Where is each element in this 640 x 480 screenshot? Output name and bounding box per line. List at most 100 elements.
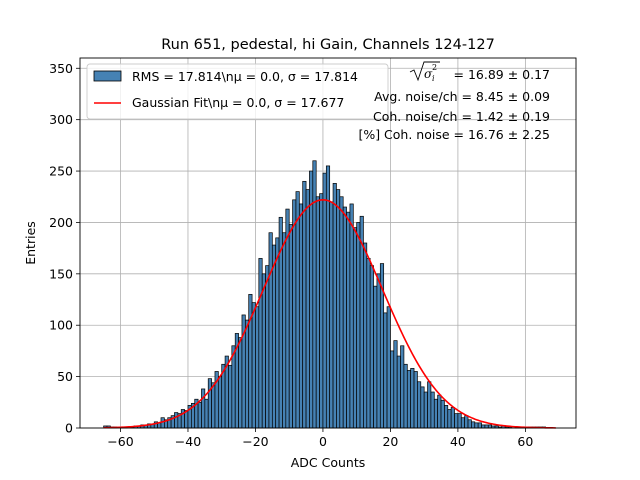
histogram-bar (356, 222, 361, 429)
x-axis-ticks: −60 −40 −20 0 20 40 60 (107, 428, 533, 449)
histogram-bar (477, 422, 482, 429)
histogram-bar (325, 165, 331, 429)
histogram-bar (440, 399, 445, 429)
histogram-bar (427, 381, 432, 429)
histogram-bar (396, 355, 401, 429)
x-tick-label: −40 (175, 434, 201, 449)
y-tick-label: 100 (49, 318, 73, 333)
legend-label-fit: Gaussian Fit\nμ = 0.0, σ = 17.677 (132, 95, 344, 110)
histogram-bar (352, 227, 358, 429)
annotation-coh-noise: Coh. noise/ch = 1.42 ± 0.19 (373, 109, 550, 124)
histogram-bar (390, 350, 395, 429)
histogram-bar (430, 391, 435, 429)
histogram-bar (211, 382, 216, 429)
histogram-bar (450, 407, 455, 429)
histogram-bar (248, 294, 253, 429)
histogram-bar (288, 224, 293, 429)
histogram-bar (275, 237, 280, 429)
histogram-bar (217, 376, 223, 429)
histogram-bar (366, 258, 371, 429)
histogram-bar (339, 196, 344, 429)
histogram-bar (258, 258, 263, 429)
histogram-bar (349, 203, 354, 429)
histogram-bar (423, 391, 428, 429)
x-tick-label: 20 (382, 434, 398, 449)
histogram-bar (400, 345, 405, 429)
y-axis-label: Entries (23, 221, 38, 265)
histogram-bar (406, 370, 412, 429)
histogram-bar (393, 340, 398, 429)
histogram-bar (474, 422, 479, 429)
histogram-bar (228, 364, 233, 429)
histogram-bar (201, 388, 206, 429)
gaussian-fit-line (103, 199, 556, 429)
histogram-bar (322, 172, 327, 429)
y-tick-label: 0 (65, 421, 73, 436)
histogram-bar (255, 306, 260, 429)
histogram-bar (271, 244, 277, 429)
histogram-bar (238, 337, 243, 429)
histogram-bar (251, 302, 256, 429)
sigma-i-subscript: i (432, 74, 435, 83)
y-tick-label: 350 (49, 61, 73, 76)
chart-title: Run 651, pedestal, hi Gain, Channels 124… (161, 37, 495, 53)
y-tick-label: 200 (49, 215, 73, 230)
histogram-bar (319, 193, 324, 429)
histogram-bar (342, 206, 347, 429)
histogram-bar (487, 424, 492, 429)
histogram-bar (346, 211, 351, 429)
histogram-bar (302, 180, 307, 429)
histogram-bar (471, 421, 476, 429)
histogram-bar (363, 242, 368, 429)
histogram-bar (417, 381, 422, 429)
sqrt-sign (409, 61, 440, 82)
y-axis-ticks: 0 50 100 150 200 250 300 350 (49, 61, 80, 436)
histogram-bar (329, 201, 334, 429)
histogram-bar (265, 265, 270, 429)
y-tick-label: 250 (49, 164, 73, 179)
histogram-bar (231, 345, 236, 429)
histogram-bar (369, 265, 374, 429)
histogram-bar (309, 170, 314, 429)
x-axis-label: ADC Counts (291, 455, 366, 470)
histogram-bar (184, 410, 189, 429)
sigma-i-superscript: 2 (432, 63, 437, 72)
histogram-bar (204, 398, 209, 429)
histogram-bar (464, 415, 469, 429)
y-tick-label: 50 (57, 369, 73, 384)
histogram-bar (467, 419, 472, 429)
x-tick-label: 60 (517, 434, 533, 449)
histogram-bar (444, 405, 449, 429)
x-tick-label: 0 (319, 434, 327, 449)
histogram-bar (433, 398, 439, 429)
legend-swatch-histogram (93, 70, 122, 82)
histogram-bar (336, 189, 341, 429)
histogram-bar (359, 215, 364, 429)
histogram-bar (403, 363, 408, 429)
annotation-avg-noise: Avg. noise/ch = 8.45 ± 0.09 (374, 89, 550, 104)
histogram-bar (332, 183, 337, 429)
histogram-bar (298, 203, 304, 429)
histogram-bar (410, 368, 415, 429)
sigma-i-squared-symbol: σ i 2 (409, 61, 440, 83)
annotation-box: σ i 2 = 16.89 ± 0.17 Avg. noise/ch = 8.4… (358, 61, 550, 142)
histogram-bar (315, 196, 320, 429)
histogram-bar (295, 191, 300, 429)
y-tick-label: 300 (49, 112, 73, 127)
histogram-bar (292, 199, 297, 429)
histogram-bar (457, 413, 462, 429)
histogram-bar (460, 417, 466, 429)
histogram-bar (244, 319, 250, 429)
histogram-bar (305, 189, 310, 429)
histogram-bar (481, 424, 486, 429)
histogram-bar (207, 378, 212, 429)
histogram-bar (285, 208, 290, 429)
legend-box (86, 63, 389, 120)
histogram-bar (261, 273, 266, 429)
histogram-bar (413, 371, 418, 429)
legend-label-rms: RMS = 17.814\nμ = 0.0, σ = 17.814 (132, 69, 358, 84)
histogram-bar (383, 312, 388, 429)
x-tick-label: −60 (107, 434, 133, 449)
histogram-bar (282, 232, 287, 429)
